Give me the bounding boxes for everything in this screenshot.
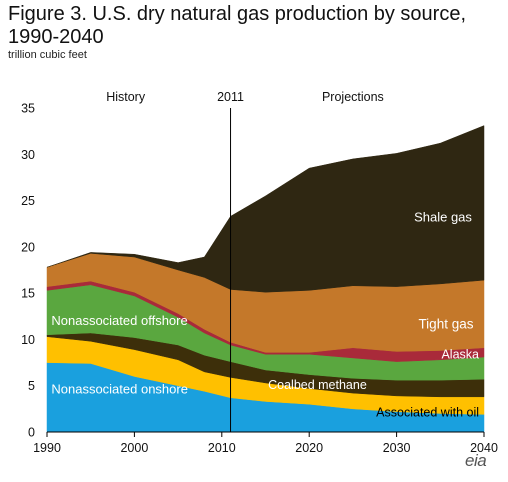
x-tick-label: 2040 — [470, 441, 498, 455]
x-tick-label: 2030 — [383, 441, 411, 455]
x-tick-label: 2020 — [295, 441, 323, 455]
area-shale-gas — [46, 125, 485, 293]
eia-logo: eia — [465, 451, 487, 470]
label-coalbed-methane: Coalbed methane — [268, 378, 367, 392]
x-tick-label: 1990 — [33, 441, 61, 455]
label-nonassociated-offshore: Nonassociated offshore — [51, 313, 187, 328]
x-tick-label: 2010 — [208, 441, 236, 455]
chart-subtitle: trillion cubic feet — [8, 49, 87, 61]
x-tick-label: 2000 — [120, 441, 148, 455]
history-label: History — [106, 90, 146, 104]
y-tick-label: 25 — [21, 194, 35, 208]
label-alaska: Alaska — [441, 348, 479, 362]
series-labels: Shale gas Tight gas Nonassociated offshore… — [51, 209, 479, 419]
y-tick-label: 35 — [21, 102, 35, 116]
y-tick-label: 10 — [21, 333, 35, 347]
y-tick-label: 5 — [28, 379, 35, 393]
chart-title: Figure 3. U.S. dry natural gas productio… — [8, 3, 467, 48]
area-layers — [46, 125, 485, 433]
axes: 0 5 10 15 20 25 30 35 1990 2000 2010 2020 2030 2040 Hi… — [21, 90, 498, 455]
y-tick-label: 15 — [21, 287, 35, 301]
y-tick-label: 20 — [21, 240, 35, 254]
label-tight-gas: Tight gas — [418, 317, 473, 332]
divider-year-label: 2011 — [217, 90, 244, 104]
y-tick-label: 0 — [28, 426, 35, 440]
y-tick-label: 30 — [21, 148, 35, 162]
label-nonassociated-onshore: Nonassociated onshore — [51, 381, 188, 396]
label-associated-with-oil: Associated with oil — [376, 406, 479, 420]
label-shale-gas: Shale gas — [414, 209, 472, 224]
projections-label: Projections — [322, 90, 384, 104]
